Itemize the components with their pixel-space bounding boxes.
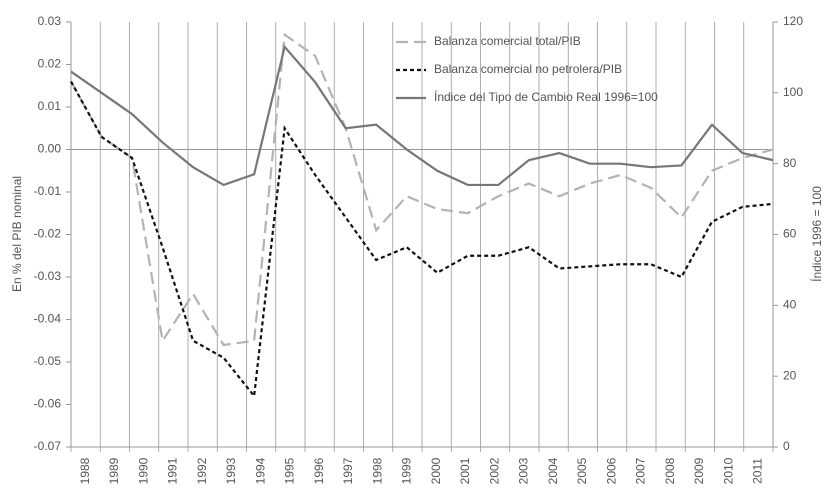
x-tick-label: 2010 — [721, 457, 735, 484]
x-tick-label: 2000 — [429, 457, 443, 484]
legend-label: Balanza comercial no petrolera/PIB — [434, 62, 622, 76]
x-tick-label: 2001 — [458, 457, 472, 484]
y-tick-label: 0.03 — [38, 14, 62, 28]
legend-label: Índice del Tipo de Cambio Real 1996=100 — [434, 89, 658, 104]
y-axis-label: En % del PIB nominal — [10, 176, 24, 292]
x-tick-label: 2007 — [634, 457, 648, 484]
x-tick-label: 2003 — [517, 457, 531, 484]
y2-axis-label: Índice 1996 = 100 — [809, 186, 824, 282]
y-tick-label: 0.01 — [38, 99, 62, 113]
x-tick-label: 1993 — [224, 457, 238, 484]
x-tick-label: 2004 — [546, 457, 560, 484]
y2-tick-label: 0 — [783, 439, 790, 453]
x-tick-label: 1994 — [253, 457, 267, 484]
series-line — [70, 80, 774, 399]
x-tick-label: 2008 — [663, 457, 677, 484]
y-tick-label: -0.05 — [34, 354, 62, 368]
x-tick-label: 1988 — [78, 457, 92, 484]
x-tick-label: 2002 — [487, 457, 501, 484]
x-tick-label: 1991 — [166, 457, 180, 484]
x-tick-label: 1989 — [107, 457, 121, 484]
y-tick-label: -0.03 — [34, 269, 62, 283]
y2-tick-label: 60 — [783, 227, 797, 241]
x-tick-label: 2005 — [575, 457, 589, 484]
y-tick-label: 0.02 — [38, 57, 62, 71]
y-tick-label: -0.04 — [34, 312, 62, 326]
y-tick-label: -0.02 — [34, 227, 62, 241]
y-tick-label: 0.00 — [38, 142, 62, 156]
x-tick-label: 1990 — [136, 457, 150, 484]
x-tick-label: 1997 — [341, 457, 355, 484]
series-line — [70, 44, 774, 187]
y2-tick-label: 40 — [783, 298, 797, 312]
y2-tick-label: 100 — [783, 85, 803, 99]
x-tick-label: 1992 — [195, 457, 209, 484]
x-tick-label: 2009 — [692, 457, 706, 484]
y2-tick-label: 80 — [783, 156, 797, 170]
x-tick-label: 2006 — [604, 457, 618, 484]
x-tick-label: 1996 — [312, 457, 326, 484]
y-tick-label: -0.07 — [34, 439, 62, 453]
y-tick-label: -0.06 — [34, 397, 62, 411]
x-tick-label: 1995 — [283, 457, 297, 484]
x-tick-label: 2011 — [751, 458, 765, 484]
y2-tick-label: 20 — [783, 368, 797, 382]
legend-label: Balanza comercial total/PIB — [434, 34, 581, 48]
series-line — [70, 32, 774, 347]
y-tick-label: -0.01 — [34, 184, 62, 198]
x-tick-label: 1999 — [400, 457, 414, 484]
x-tick-label: 1998 — [370, 457, 384, 484]
y2-tick-label: 120 — [783, 14, 803, 28]
